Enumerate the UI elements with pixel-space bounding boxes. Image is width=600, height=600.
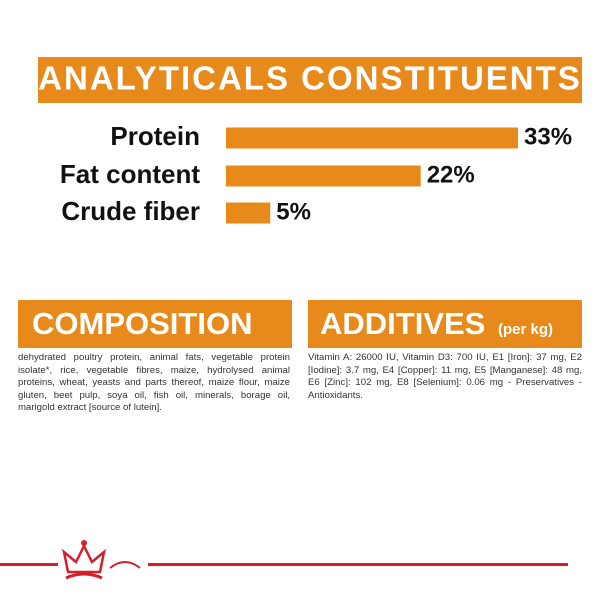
additives-banner: ADDITIVES (per kg): [308, 300, 582, 348]
bar: [226, 165, 421, 187]
additives-subtitle: (per kg): [497, 321, 553, 338]
category-label: Crude fiber: [61, 196, 200, 226]
composition-title: COMPOSITION: [32, 306, 253, 341]
additives-title: ADDITIVES: [320, 306, 486, 341]
category-label: Protein: [110, 121, 200, 151]
footer-logo: [0, 540, 568, 580]
bar: [226, 127, 519, 149]
value-label: 5%: [276, 198, 311, 225]
category-label: Fat content: [60, 159, 200, 189]
title-banner: [38, 57, 582, 103]
chart-title: ANALYTICALS CONSTITUENTS: [38, 60, 582, 97]
bar: [226, 202, 271, 224]
additives-text: Vitamin A: 26000 IU, Vitamin D3: 700 IU,…: [308, 352, 582, 401]
value-label: 22%: [427, 161, 475, 188]
value-label: 33%: [524, 123, 572, 150]
composition-banner: COMPOSITION: [18, 300, 292, 348]
composition-text: dehydrated poultry protein, animal fats,…: [18, 352, 290, 414]
